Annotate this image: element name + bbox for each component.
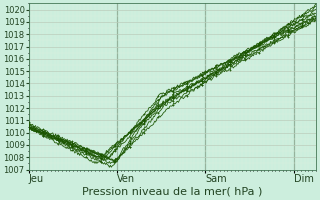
X-axis label: Pression niveau de la mer( hPa ): Pression niveau de la mer( hPa )	[82, 187, 262, 197]
